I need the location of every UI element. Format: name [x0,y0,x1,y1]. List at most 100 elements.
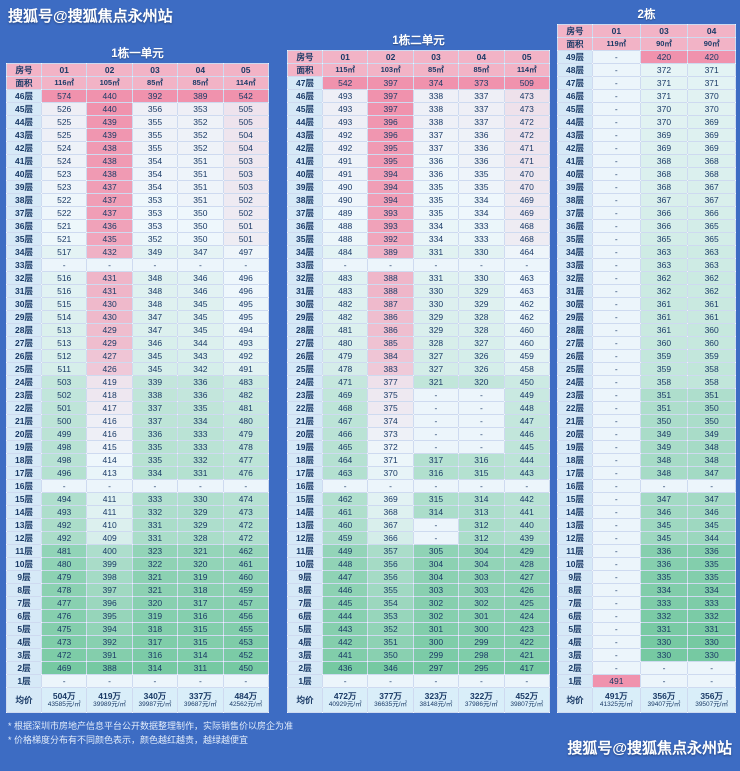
price-cell: 447 [321,570,369,584]
floor-label: 11层 [287,544,323,558]
price-cell: 422 [503,635,551,649]
avg-header-label: 均价 [287,687,323,713]
floor-label: 37层 [557,206,593,220]
price-cell: 345 [177,323,224,337]
empty-price-cell: - [592,102,641,116]
floor-label: 41层 [287,154,323,168]
price-cell: 315 [412,492,460,506]
price-cell: 330 [639,635,689,649]
floor-label: 15层 [287,492,323,506]
floor-label: 28层 [6,323,42,337]
price-cell: 333 [177,427,224,441]
empty-price-cell: - [592,648,641,662]
floor-label: 19层 [287,440,323,454]
floor-label: 39层 [287,180,323,194]
floor-label: 22层 [287,401,323,415]
floor-label: 22层 [6,401,42,415]
price-cell: 372 [367,440,414,454]
floor-label: 10层 [6,557,42,571]
floor-label: 33层 [287,258,323,272]
empty-price-cell: - [592,466,641,480]
empty-price-cell: - [592,63,641,77]
price-cell: 492 [321,128,369,142]
price-cell: 331 [412,245,460,259]
floor-label: 8层 [287,583,323,597]
floor-label: 6层 [6,609,42,623]
price-cell: 397 [367,102,414,116]
price-cell: 522 [40,206,88,220]
price-cell: 369 [687,115,736,129]
price-cell: 477 [222,453,270,467]
floor-label: 12层 [557,531,593,545]
price-cell: 477 [40,596,88,610]
floor-label: 34层 [557,245,593,259]
price-cell: 362 [639,284,689,298]
empty-price-cell: - [687,674,736,688]
price-cell: 411 [86,492,133,506]
floor-label: 15层 [6,492,42,506]
price-cell: 323 [131,544,179,558]
price-cell: 345 [639,531,689,545]
price-cell: 421 [503,648,551,662]
empty-price-cell: - [503,479,551,493]
avg-price-cell: 356万 39507元/㎡ [687,687,736,713]
price-cell: 369 [639,128,689,142]
empty-price-cell: - [592,141,641,155]
floor-label: 13层 [287,518,323,532]
price-cell: 373 [458,76,505,90]
empty-price-cell: - [40,258,88,272]
price-cell: 352 [131,232,179,246]
floor-label: 1层 [287,674,323,688]
price-cell: 347 [687,492,736,506]
price-cell: 332 [687,609,736,623]
price-cell: 472 [222,518,270,532]
price-cell: 499 [40,427,88,441]
empty-price-cell: - [367,258,414,272]
area-value: 85㎡ [131,76,179,90]
price-cell: 498 [40,440,88,454]
floor-label: 6层 [287,609,323,623]
empty-price-cell: - [639,661,689,675]
price-cell: 522 [40,193,88,207]
floor-label: 4层 [557,635,593,649]
price-cell: 352 [177,128,224,142]
empty-price-cell: - [592,401,641,415]
price-cell: 513 [40,336,88,350]
price-cell: 354 [367,596,414,610]
price-cell: 391 [86,648,133,662]
price-cell: 350 [367,648,414,662]
price-cell: 386 [367,323,414,337]
empty-price-cell: - [592,258,641,272]
price-cell: 331 [131,518,179,532]
unit-column-header: 02 [367,50,414,64]
price-cell: 351 [177,193,224,207]
price-cell: 312 [458,531,505,545]
empty-price-cell: - [592,531,641,545]
price-cell: 321 [131,583,179,597]
empty-price-cell: - [592,570,641,584]
price-cell: 509 [503,76,551,90]
unit-column-header: 04 [177,63,224,77]
price-cell: 442 [503,492,551,506]
floor-label: 3层 [6,648,42,662]
empty-price-cell: - [592,427,641,441]
floor-label: 18层 [557,453,593,467]
floor-label: 1层 [6,674,42,688]
building-2-block: 2栋 房号 01 03 04 面积 119㎡ 90㎡ 90㎡ 49层 -420 420 48层 -372… [557,6,736,713]
price-cell: 351 [639,401,689,415]
floor-label: 33层 [6,258,42,272]
floor-label: 38层 [6,193,42,207]
price-cell: 469 [40,661,88,675]
price-cell: 426 [503,583,551,597]
watermark-top: 搜狐号@搜狐焦点永州站 [8,8,173,25]
empty-price-cell: - [592,661,641,675]
price-cell: 479 [321,349,369,363]
avg-price-cell: 340万 39987元/㎡ [131,687,179,713]
price-cell: 302 [412,609,460,623]
price-cell: 495 [222,310,270,324]
empty-price-cell: - [412,674,460,688]
price-cell: 359 [639,349,689,363]
price-cell: 471 [503,141,551,155]
price-cell: 299 [458,635,505,649]
floor-label: 11层 [6,544,42,558]
